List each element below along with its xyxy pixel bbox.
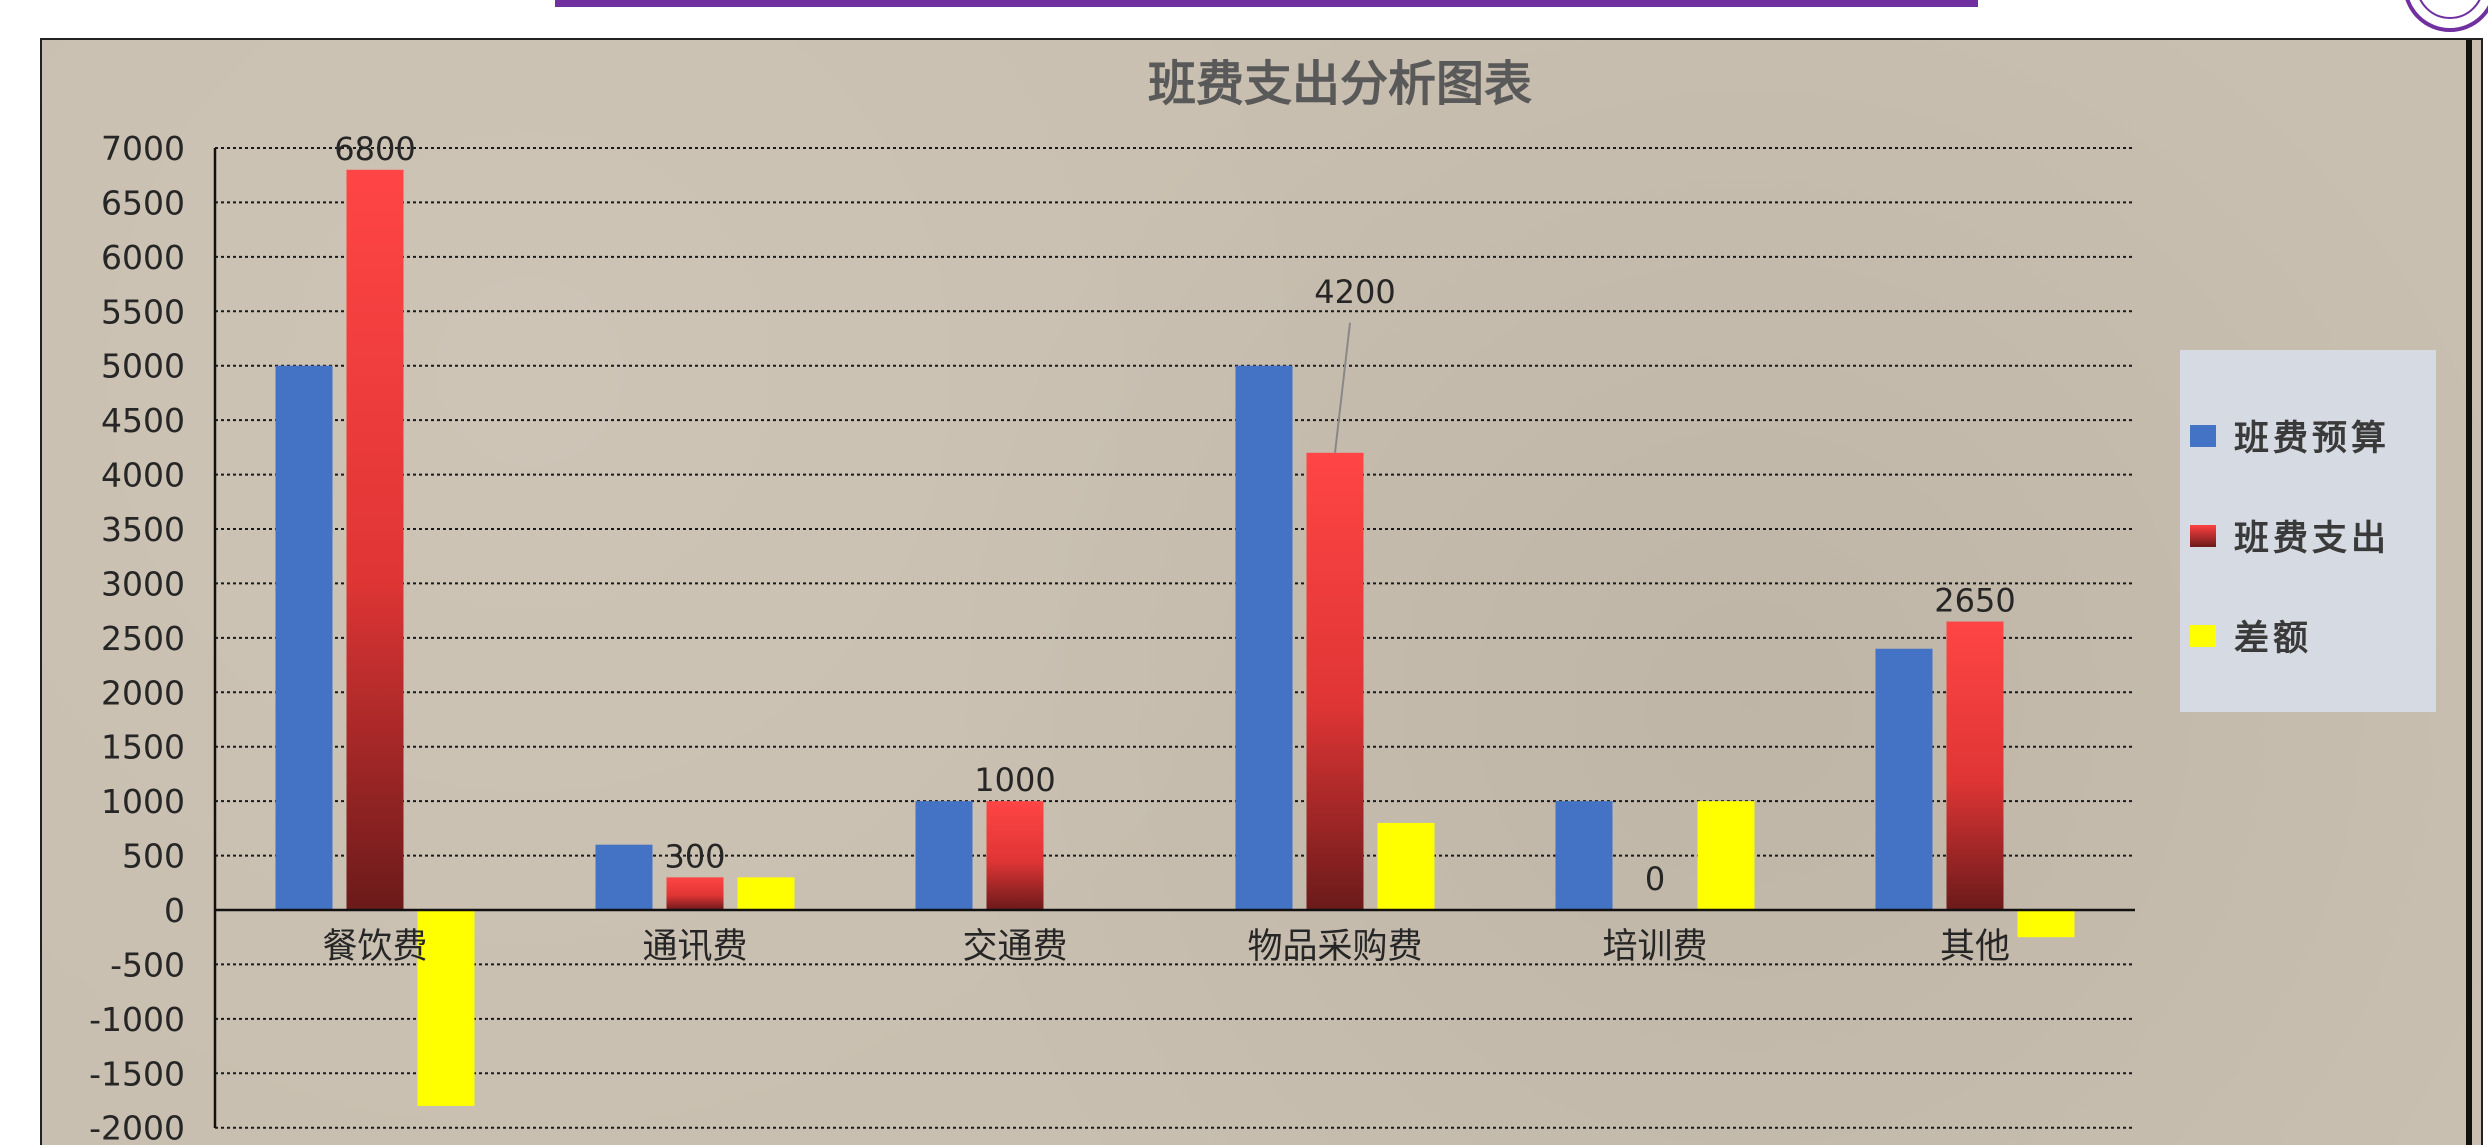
legend-label-spend: 班费支出 <box>2234 519 2391 559</box>
y-tick-label: 0 <box>164 891 185 930</box>
difference-bar <box>737 877 795 910</box>
category-label: 其他 <box>1940 927 2010 967</box>
difference-bar <box>2017 910 2075 938</box>
data-label: 4200 <box>1314 273 1395 311</box>
y-tick-label: 4500 <box>101 401 185 440</box>
spend-bar <box>1306 452 1364 910</box>
y-tick-label: 2000 <box>101 673 185 712</box>
y-tick-label: 3500 <box>101 510 185 549</box>
budget-bar <box>1555 801 1613 910</box>
category-label: 物品采购费 <box>1247 927 1422 967</box>
data-labels: 6800 300 1000 4200 0 2650 <box>334 130 2015 898</box>
spend-bar <box>346 169 404 910</box>
chart-legend: 班费预算 班费支出 差额 <box>2180 350 2436 712</box>
spend-bar <box>666 877 724 910</box>
legend-swatch-spend <box>2190 524 2216 547</box>
category-labels: 餐饮费 通讯费 交通费 物品采购费 培训费 其他 <box>322 927 2010 967</box>
chart-title: 班费支出分析图表 <box>1148 56 1532 112</box>
legend-label-budget: 班费预算 <box>2234 419 2391 459</box>
data-label: 0 <box>1645 860 1665 898</box>
y-tick-label: -500 <box>110 945 185 984</box>
budget-bar <box>1875 648 1933 910</box>
y-tick-label: 3000 <box>101 564 185 603</box>
axes <box>213 148 2135 1128</box>
legend-swatch-budget <box>2190 424 2216 447</box>
y-tick-label: 500 <box>122 837 185 876</box>
y-tick-label: 2500 <box>101 619 185 658</box>
budget-bar <box>1235 365 1293 910</box>
frame-edge <box>2466 40 2472 1145</box>
y-tick-label: 4000 <box>101 456 185 495</box>
data-label: 300 <box>664 837 725 875</box>
legend-item-budget: 班费预算 <box>2190 410 2390 461</box>
spend-bar <box>986 801 1044 910</box>
y-tick-label: -1500 <box>89 1054 185 1093</box>
category-label: 培训费 <box>1602 927 1707 967</box>
data-label-leader-line <box>1334 322 1351 453</box>
bars <box>275 169 2075 1106</box>
difference-bar <box>417 910 475 1106</box>
category-label: 餐饮费 <box>322 927 427 967</box>
data-label: 1000 <box>974 761 1055 799</box>
legend-swatch-difference <box>2190 624 2216 647</box>
difference-bar <box>1697 801 1755 910</box>
legend-item-difference: 差额 <box>2190 610 2312 661</box>
university-seal-logo <box>2405 0 2488 32</box>
y-tick-label: 6000 <box>101 238 185 277</box>
difference-bar <box>1377 822 1435 910</box>
data-label: 2650 <box>1934 582 2015 620</box>
budget-bar <box>915 801 973 910</box>
budget-bar <box>595 844 653 910</box>
y-tick-label: 6500 <box>101 183 185 222</box>
category-label: 通讯费 <box>642 927 747 967</box>
y-tick-label: 7000 <box>101 129 185 168</box>
budget-bar <box>275 365 333 910</box>
y-tick-label: 1000 <box>101 782 185 821</box>
top-accent-bar <box>555 0 1978 7</box>
gridlines <box>215 147 2135 1129</box>
category-label: 交通费 <box>962 927 1067 967</box>
y-tick-label: 5500 <box>101 292 185 331</box>
legend-item-spend: 班费支出 <box>2190 510 2390 561</box>
y-tick-label: -2000 <box>89 1109 185 1145</box>
y-tick-label: 5000 <box>101 347 185 386</box>
y-tick-label: 1500 <box>101 728 185 767</box>
legend-label-difference: 差额 <box>2234 619 2313 659</box>
data-label: 6800 <box>334 130 415 168</box>
y-tick-label: -1000 <box>89 1000 185 1039</box>
y-axis-ticks: 7000650060005500500045004000350030002500… <box>89 129 185 1145</box>
spend-bar <box>1946 621 2004 910</box>
